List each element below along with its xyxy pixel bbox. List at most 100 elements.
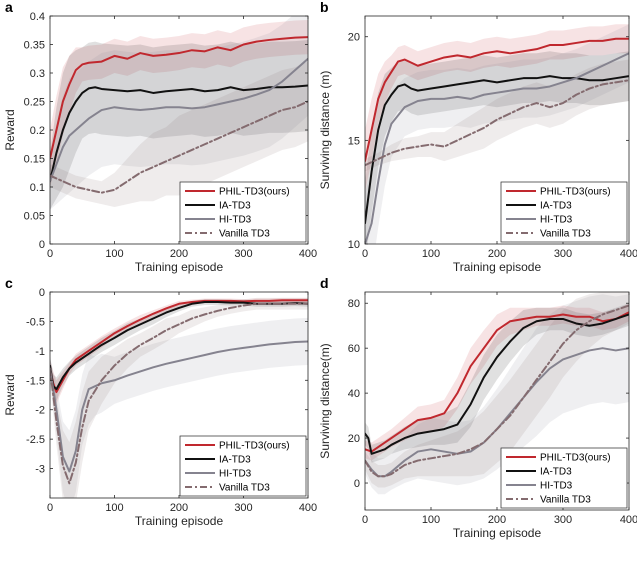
legend-entry: HI-TD3 xyxy=(540,215,573,226)
legend-entry: PHIL-TD3(ours) xyxy=(540,187,611,198)
series-line-hi-td3 xyxy=(50,57,308,183)
band-hi-td3 xyxy=(365,24,629,244)
band-ia-td3 xyxy=(365,303,629,463)
x-tick-label: 300 xyxy=(554,514,572,526)
y-tick-label: -2 xyxy=(35,405,45,417)
panel-letter: c xyxy=(5,275,13,291)
band-hi-td3 xyxy=(50,317,308,498)
x-axis-label: Training episode xyxy=(135,260,224,274)
y-axis-label: Surviving distance(m) xyxy=(318,343,332,458)
legend-entry: PHIL-TD3(ours) xyxy=(540,453,611,464)
y-tick-label: 40 xyxy=(348,388,360,400)
series-line-phil-td3-ours xyxy=(50,36,308,160)
series-line-phil-td3-ours xyxy=(365,311,629,453)
panel-letter: d xyxy=(320,275,329,291)
legend-entry: IA-TD3 xyxy=(219,455,251,466)
x-tick-label: 400 xyxy=(620,248,637,260)
x-tick-label: 100 xyxy=(105,502,123,514)
panel-letter: b xyxy=(320,0,329,15)
x-tick-label: 200 xyxy=(170,502,188,514)
panel-c: 0 100 200 300 400 -3 -2.5 -2 -1.5 -1 -0.5 0 Training… xyxy=(3,275,317,528)
y-tick-label: 0.4 xyxy=(30,11,45,23)
panel-b: 0 100 200 300 400 10 15 20 Training episode Survi… xyxy=(318,0,637,274)
y-tick-label: 0 xyxy=(39,287,45,299)
x-tick-label: 400 xyxy=(620,514,637,526)
y-tick-label: 60 xyxy=(348,343,360,355)
x-tick-label: 200 xyxy=(170,248,188,260)
y-tick-label: 0.1 xyxy=(30,182,45,194)
x-tick-label: 400 xyxy=(299,502,317,514)
y-tick-label: -2.5 xyxy=(26,434,45,446)
band-group xyxy=(50,16,308,210)
legend-entry: Vanilla TD3 xyxy=(219,483,270,494)
series-line-hi-td3 xyxy=(365,52,629,244)
y-tick-label: 15 xyxy=(348,135,360,147)
band-vanilla-td3 xyxy=(365,292,629,488)
x-tick-label: 200 xyxy=(488,514,506,526)
legend-entry: Vanilla TD3 xyxy=(540,229,591,240)
panel-a: 0 100 200 300 400 0 0.05 0.1 0.15 0.2 0.25 0.3 0.35 0… xyxy=(3,0,317,274)
y-tick-label: 20 xyxy=(348,433,360,445)
legend: PHIL-TD3(ours) IA-TD3 HI-TD3 Vanilla TD3 xyxy=(179,435,307,497)
y-tick-label: 0.3 xyxy=(30,68,45,80)
y-tick-label: 0.25 xyxy=(24,97,45,109)
x-tick-label: 100 xyxy=(105,248,123,260)
legend-entry: IA-TD3 xyxy=(219,201,251,212)
x-tick-label: 300 xyxy=(554,248,572,260)
line-group xyxy=(50,299,308,485)
legend: PHIL-TD3(ours) IA-TD3 HI-TD3 Vanilla TD3 xyxy=(500,447,628,509)
legend-entry: HI-TD3 xyxy=(219,469,252,480)
legend-entry: IA-TD3 xyxy=(540,467,572,478)
x-tick-label: 0 xyxy=(362,514,368,526)
band-phil-td3-ours xyxy=(365,303,629,461)
legend-entry: IA-TD3 xyxy=(540,201,572,212)
x-tick-label: 100 xyxy=(422,514,440,526)
panel-d: 0 100 200 300 400 0 20 40 60 80 Training episode Su… xyxy=(318,275,637,540)
band-phil-td3-ours xyxy=(365,24,629,193)
line-group xyxy=(365,37,629,244)
legend-entry: PHIL-TD3(ours) xyxy=(219,441,290,452)
y-tick-label: 0 xyxy=(354,478,360,490)
legend-entry: PHIL-TD3(ours) xyxy=(219,187,290,198)
band-vanilla-td3 xyxy=(50,297,308,498)
series-line-vanilla-td3 xyxy=(365,79,629,167)
y-tick-label: -1.5 xyxy=(26,375,45,387)
y-tick-label: 0 xyxy=(39,239,45,251)
y-axis-label: Reward xyxy=(3,374,17,415)
x-axis-label: Training episode xyxy=(453,260,542,274)
y-tick-label: 80 xyxy=(348,298,360,310)
band-ia-td3 xyxy=(50,299,308,401)
y-axis-label: Surviving distance (m) xyxy=(318,71,332,190)
band-phil-td3-ours xyxy=(50,19,308,187)
panel-letter: a xyxy=(5,0,13,15)
y-tick-label: 0.2 xyxy=(30,125,45,137)
y-tick-label: -0.5 xyxy=(26,316,45,328)
y-tick-label: 0.15 xyxy=(24,154,45,166)
band-vanilla-td3 xyxy=(365,59,629,172)
y-axis-label: Reward xyxy=(3,109,17,150)
x-tick-label: 0 xyxy=(47,502,53,514)
legend-entry: HI-TD3 xyxy=(219,215,252,226)
series-line-phil-td3-ours xyxy=(365,37,629,163)
series-line-vanilla-td3 xyxy=(50,302,308,485)
band-ia-td3 xyxy=(50,39,308,210)
x-tick-label: 0 xyxy=(47,248,53,260)
y-tick-label: 0.05 xyxy=(24,211,45,223)
y-tick-label: 0.35 xyxy=(24,40,45,52)
legend-entry: Vanilla TD3 xyxy=(219,229,270,240)
legend: PHIL-TD3(ours) IA-TD3 HI-TD3 Vanilla TD3 xyxy=(500,181,628,243)
series-line-hi-td3 xyxy=(50,340,308,473)
series-line-hi-td3 xyxy=(365,347,629,478)
x-tick-label: 0 xyxy=(362,248,368,260)
x-axis-label: Training episode xyxy=(453,526,542,540)
series-line-vanilla-td3 xyxy=(365,304,629,478)
line-group xyxy=(50,36,308,194)
series-line-ia-td3 xyxy=(365,313,629,455)
x-tick-label: 200 xyxy=(488,248,506,260)
y-tick-label: -1 xyxy=(35,346,45,358)
legend: PHIL-TD3(ours) IA-TD3 HI-TD3 Vanilla TD3 xyxy=(179,181,307,243)
y-tick-label: 10 xyxy=(348,239,360,251)
x-tick-label: 100 xyxy=(422,248,440,260)
band-group xyxy=(50,297,308,498)
x-tick-label: 300 xyxy=(234,502,252,514)
